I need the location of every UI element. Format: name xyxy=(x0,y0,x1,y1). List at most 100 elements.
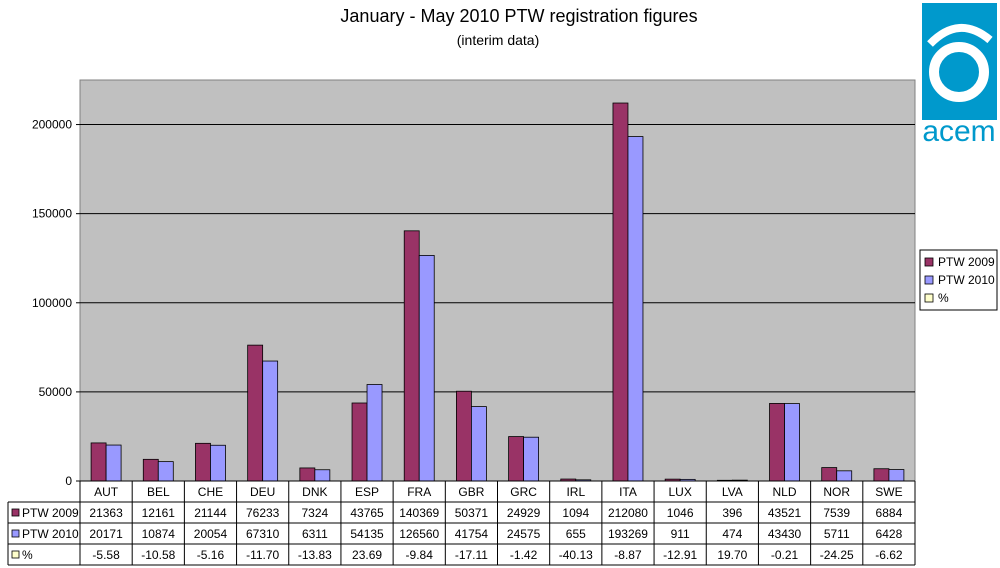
bar xyxy=(90,442,107,482)
bar xyxy=(471,406,487,482)
table-cell: 474 xyxy=(722,527,742,541)
table-cell: -1.42 xyxy=(510,548,538,562)
table-cell: 126560 xyxy=(399,527,439,541)
y-tick-label: 200000 xyxy=(32,118,72,132)
bar xyxy=(873,468,890,482)
bar xyxy=(456,390,472,482)
table-cell: -9.84 xyxy=(406,548,434,562)
table-cell: -8.87 xyxy=(614,548,642,562)
x-tick-label: ESP xyxy=(355,485,379,499)
bar xyxy=(403,230,420,482)
table-legend-key xyxy=(11,529,20,538)
table-cell: 6311 xyxy=(302,527,328,541)
table-cell: 12161 xyxy=(142,506,176,520)
y-tick-label: 150000 xyxy=(32,207,72,221)
table-cell: -13.83 xyxy=(298,548,332,562)
x-tick-label: ITA xyxy=(619,485,637,499)
table-cell: 19.70 xyxy=(717,548,747,562)
table-series-label: PTW 2010 xyxy=(22,527,79,541)
y-tick-label: 50000 xyxy=(39,385,73,399)
table-cell: -6.62 xyxy=(875,548,903,562)
table-cell: 43765 xyxy=(350,506,384,520)
bar xyxy=(247,344,264,482)
table-cell: -40.13 xyxy=(559,548,593,562)
bar xyxy=(299,467,316,482)
data-table: AUT BEL CHE DEU DNK ESP FRA GBR GRC IRL ITA LUX LVA N… xyxy=(7,480,916,566)
x-tick-label: CHE xyxy=(198,485,223,499)
bar xyxy=(105,444,122,482)
x-tick-label: DEU xyxy=(250,485,275,499)
table-cell: 7539 xyxy=(823,506,850,520)
table-cell: 24575 xyxy=(507,527,541,541)
table-cell: 6884 xyxy=(876,506,903,520)
table-series-label: % xyxy=(22,548,33,562)
table-cell: 43521 xyxy=(768,506,802,520)
bar xyxy=(418,255,435,482)
table-cell: 5711 xyxy=(824,527,850,541)
acem-logo: acem xyxy=(922,3,997,148)
x-tick-label: DNK xyxy=(302,485,327,499)
table-cell: 10874 xyxy=(142,527,176,541)
legend: PTW 2009 PTW 2010% xyxy=(919,249,998,311)
table-series-label: PTW 2009 xyxy=(22,506,79,520)
table-cell: -5.58 xyxy=(92,548,120,562)
table-cell: 24929 xyxy=(507,506,541,520)
bar xyxy=(627,136,644,482)
bar xyxy=(508,436,524,482)
table-cell: 140369 xyxy=(399,506,439,520)
table-cell: 1046 xyxy=(667,506,694,520)
bar xyxy=(612,102,629,482)
table-cell: 76233 xyxy=(246,506,280,520)
legend-label: PTW 2010 xyxy=(938,273,995,287)
x-tick-label: LUX xyxy=(668,485,691,499)
x-tick-label: AUT xyxy=(94,485,119,499)
bar xyxy=(784,403,800,482)
x-tick-label: BEL xyxy=(147,485,170,499)
y-tick-label: 0 xyxy=(65,474,72,488)
table-cell: 21363 xyxy=(89,506,123,520)
table-cell: -0.21 xyxy=(771,548,799,562)
x-tick-label: SWE xyxy=(875,485,902,499)
table-cell: 1094 xyxy=(562,506,589,520)
bar xyxy=(523,436,539,482)
bar xyxy=(821,467,838,482)
bar xyxy=(195,442,211,482)
x-tick-label: NOR xyxy=(823,485,850,499)
bar xyxy=(157,461,174,482)
table-cell: 21144 xyxy=(194,506,227,520)
table-cell: 396 xyxy=(722,506,742,520)
table-cell: -12.91 xyxy=(663,548,697,562)
gridlines xyxy=(80,124,915,393)
y-tick-label: 100000 xyxy=(32,296,72,310)
bar xyxy=(888,469,905,482)
bar xyxy=(836,470,853,482)
bar xyxy=(210,444,226,482)
bar xyxy=(351,402,368,482)
logo-text: acem xyxy=(922,115,995,148)
table-cell: -11.70 xyxy=(246,548,279,562)
table-cell: 7324 xyxy=(301,506,328,520)
table-cell: 41754 xyxy=(455,527,489,541)
logo-ring xyxy=(929,42,989,102)
legend-swatch xyxy=(924,275,934,285)
table-cell: 67310 xyxy=(246,527,280,541)
y-axis-ticks: 0 50000 100000 150000 200000 xyxy=(32,118,80,488)
table-cell: -10.58 xyxy=(141,548,175,562)
table-cell: 193269 xyxy=(608,527,648,541)
bar xyxy=(314,469,331,482)
table-cell: 655 xyxy=(566,527,586,541)
bar xyxy=(262,360,279,482)
x-tick-label: LVA xyxy=(722,485,743,499)
table-cell: -5.16 xyxy=(197,548,225,562)
table-cell: 20171 xyxy=(89,527,123,541)
table-cell: 50371 xyxy=(455,506,489,520)
x-tick-label: GBR xyxy=(458,485,484,499)
chart-subtitle: (interim data) xyxy=(457,32,539,48)
table-cell: 6428 xyxy=(876,527,903,541)
table-cell: 43430 xyxy=(768,527,802,541)
bars xyxy=(90,102,905,482)
legend-swatch xyxy=(924,293,934,303)
legend-label: PTW 2009 xyxy=(938,255,995,269)
legend-swatch xyxy=(924,257,934,267)
table-cell: 212080 xyxy=(608,506,648,520)
